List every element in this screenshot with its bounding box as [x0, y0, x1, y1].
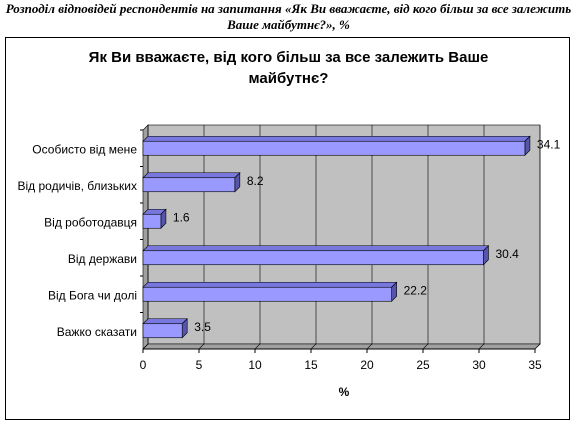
- y-tick-label: Від роботодавця: [44, 215, 137, 229]
- y-tick-label: Від держави: [68, 252, 137, 266]
- x-tick-label: 5: [196, 358, 203, 372]
- y-tick-label: Від Бога чи долі: [48, 288, 137, 302]
- bar-top: [142, 281, 398, 288]
- bar: [142, 177, 236, 193]
- bar: [142, 250, 484, 266]
- x-axis-label: %: [339, 385, 350, 399]
- x-tick-label: 0: [140, 358, 147, 372]
- bar-top: [142, 245, 490, 252]
- grid-line: [478, 125, 485, 350]
- x-tick-label: 15: [304, 358, 318, 372]
- bar: [142, 323, 183, 339]
- side-wall: [142, 124, 149, 350]
- value-label: 1.6: [173, 210, 190, 224]
- grid-line: [142, 125, 149, 350]
- chart-frame: [5, 37, 570, 420]
- grid-line: [254, 125, 261, 350]
- grid-line: [534, 125, 541, 350]
- x-tick-label: 30: [472, 358, 486, 372]
- y-tick-label: Від родичів, близьких: [17, 179, 137, 193]
- value-label: 34.1: [537, 137, 561, 151]
- bar: [142, 286, 392, 302]
- grid-line: [366, 125, 373, 350]
- grid-line: [198, 125, 205, 350]
- caption: Розподіл відповідей респондентів на запи…: [5, 1, 572, 32]
- bar-top: [142, 135, 531, 142]
- value-label: 8.2: [247, 174, 264, 188]
- grid-line: [422, 125, 429, 350]
- x-tick-label: 20: [360, 358, 374, 372]
- x-tick-label: 25: [416, 358, 430, 372]
- bar: [142, 140, 526, 156]
- bar: [142, 213, 162, 229]
- grid-line: [310, 125, 317, 350]
- y-tick-label: Особисто від мене: [32, 142, 137, 156]
- floor: [142, 343, 541, 350]
- value-label: 22.2: [404, 283, 428, 297]
- value-label: 3.5: [194, 320, 211, 334]
- value-label: 30.4: [495, 247, 519, 261]
- x-tick-label: 10: [248, 358, 262, 372]
- y-tick-label: Важко сказати: [57, 325, 137, 339]
- back-wall: [147, 124, 541, 345]
- chart-title: Як Ви вважаєте, від кого більш за все за…: [88, 49, 489, 87]
- bar-top: [142, 172, 241, 179]
- bar-top: [142, 318, 188, 325]
- x-tick-label: 35: [528, 358, 542, 372]
